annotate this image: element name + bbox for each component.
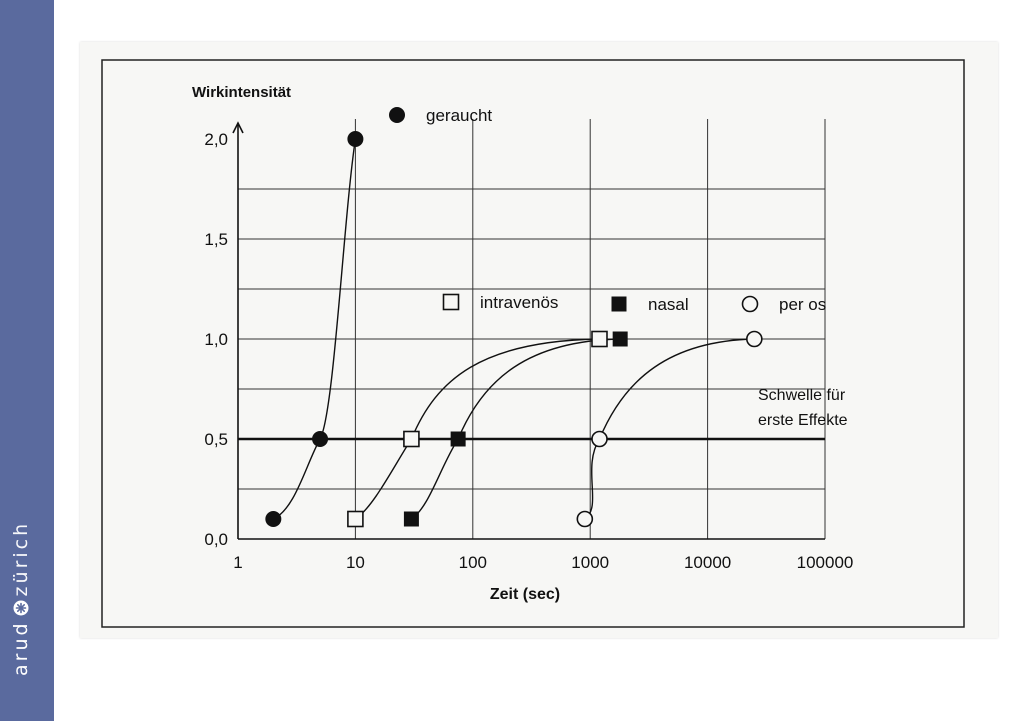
chart-frame: [101, 59, 965, 628]
x-tick-label: 1: [233, 553, 242, 572]
data-point: [312, 431, 329, 447]
y-tick-label: 1,5: [204, 230, 228, 249]
y-tick-label: 2,0: [204, 130, 228, 149]
data-point: [591, 330, 608, 348]
data-point: [347, 131, 364, 147]
x-tick-label: 10000: [684, 553, 731, 572]
sidebar-strip: arud zürich: [0, 0, 54, 721]
data-point: [576, 510, 594, 528]
x-tick-label: 10: [346, 553, 365, 572]
series-curve: [411, 338, 621, 520]
data-point: [265, 511, 282, 527]
legend-marker: [741, 295, 759, 313]
x-tick-label: 100: [459, 553, 487, 572]
legend: geraucht intravenös nasal per os: [389, 106, 826, 314]
x-tick-label: 100000: [797, 553, 854, 572]
threshold-label-line2: erste Effekte: [758, 412, 848, 429]
data-point: [612, 331, 628, 347]
data-point: [347, 510, 364, 528]
drug-effect-chart: 0,0 0,5 1,0 1,5 2,0 1 10 100 1000 10000 100000 Wir…: [101, 59, 965, 628]
data-point: [403, 511, 419, 527]
data-point: [450, 431, 466, 447]
y-axis-arrow: [232, 121, 244, 134]
series-curve: [273, 138, 357, 520]
brand-part2: zürich: [10, 520, 32, 597]
asterisk-circle-icon: [13, 600, 29, 616]
series-curve: [355, 338, 600, 520]
threshold-label-line1: Schwelle für: [758, 387, 846, 404]
y-tick-label: 0,5: [204, 430, 228, 449]
data-point: [403, 430, 420, 448]
scanned-figure: 0,0 0,5 1,0 1,5 2,0 1 10 100 1000 10000 100000 Wir…: [80, 42, 998, 638]
brand-logo: arud zürich: [10, 521, 32, 676]
data-point: [746, 330, 763, 348]
series-markers: [265, 131, 763, 528]
series-curves: [273, 138, 755, 520]
data-point: [591, 430, 608, 448]
series-curve: [584, 338, 755, 520]
legend-marker: [442, 293, 460, 311]
legend-marker: [389, 107, 405, 123]
legend-label: per os: [779, 295, 826, 314]
y-axis-label: Wirkintensität: [192, 84, 291, 101]
axes: [232, 121, 825, 540]
x-tick-label: 1000: [571, 553, 609, 572]
tick-labels: 0,0 0,5 1,0 1,5 2,0 1 10 100 1000 10000 100000: [204, 130, 853, 572]
grid-lines: [238, 119, 826, 539]
legend-marker: [611, 296, 627, 312]
y-tick-label: 1,0: [204, 330, 228, 349]
y-tick-label: 0,0: [204, 530, 228, 549]
legend-label: geraucht: [426, 106, 492, 125]
brand-part1: arud: [10, 620, 32, 676]
legend-label: intravenös: [480, 293, 558, 312]
x-axis-label: Zeit (sec): [490, 586, 560, 603]
legend-label: nasal: [648, 295, 689, 314]
